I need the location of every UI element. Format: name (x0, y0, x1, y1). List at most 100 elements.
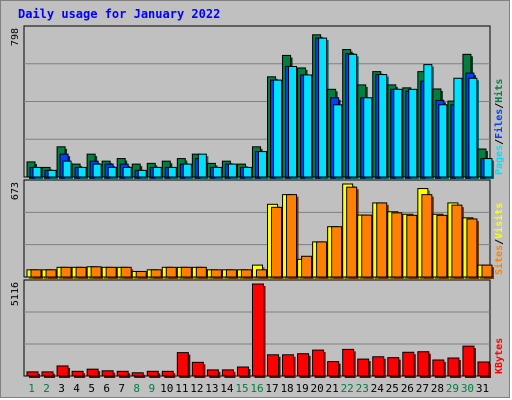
day-label: 14 (220, 382, 234, 395)
bar-pages (483, 158, 493, 178)
day-label: 15 (235, 382, 248, 395)
bar-sites (105, 266, 117, 278)
bar-pages (348, 53, 358, 178)
legend-hits-files-pages: Pages/Files/Hits (493, 79, 505, 175)
bar-pages (152, 166, 162, 178)
bar-sites (406, 214, 418, 278)
bar-kbytes (312, 349, 325, 377)
bar-pages (122, 166, 132, 178)
legend-entry: Visits (493, 203, 505, 239)
day-label: 2 (43, 382, 50, 395)
bar-kbytes (161, 370, 174, 377)
bar-sites (180, 266, 192, 278)
bar-pages (438, 104, 448, 178)
panel-visits-sites: 673 Sites/Visits (10, 179, 505, 279)
bar-pages (242, 166, 252, 178)
bar-kbytes (146, 370, 159, 377)
bar-sites (376, 202, 388, 278)
bar-kbytes (357, 358, 370, 377)
bar-sites (165, 266, 177, 278)
bar-sites (255, 269, 267, 278)
bar-pages (468, 77, 478, 178)
bar-kbytes (387, 357, 400, 377)
bar-pages (273, 79, 283, 178)
day-label: 21 (326, 382, 339, 395)
bar-sites (75, 266, 87, 278)
bar-kbytes (297, 353, 310, 377)
bar-sites (271, 206, 283, 278)
day-label: 19 (295, 382, 308, 395)
bar-kbytes (372, 356, 385, 377)
day-label: 18 (280, 382, 293, 395)
bar-pages (182, 163, 192, 178)
legend-entry: KBytes (494, 338, 505, 374)
bar-sites (346, 186, 358, 278)
bar-sites (436, 214, 448, 278)
day-label: 6 (103, 382, 110, 395)
bar-pages (212, 166, 222, 178)
bar-sites (240, 269, 252, 278)
bar-sites (451, 204, 463, 278)
day-label: 23 (356, 382, 369, 395)
bar-sites (466, 218, 478, 278)
day-label: 5 (88, 382, 95, 395)
bar-pages (92, 163, 102, 178)
day-label: 24 (371, 382, 385, 395)
legend-entry: Files (493, 109, 505, 139)
bar-kbytes (402, 351, 415, 377)
day-label: 27 (416, 382, 429, 395)
bar-kbytes (71, 370, 84, 377)
bar-kbytes (101, 370, 114, 377)
bar-sites (90, 266, 102, 278)
bar-pages (107, 166, 117, 178)
axis-max-label: 798 (10, 28, 21, 46)
legend-entry: / (494, 139, 505, 145)
day-label: 20 (311, 382, 324, 395)
bar-pages (408, 88, 418, 178)
bar-pages (303, 74, 313, 178)
bar-sites (331, 226, 343, 278)
bar-sites (481, 264, 493, 278)
day-label: 9 (148, 382, 155, 395)
legend-kbytes: KBytes (494, 338, 505, 374)
bar-kbytes (41, 371, 54, 377)
day-label: 13 (205, 382, 218, 395)
bar-kbytes (116, 370, 129, 377)
bar-pages (62, 160, 72, 178)
bar-pages (378, 74, 388, 178)
day-label: 17 (265, 382, 278, 395)
day-label: 7 (118, 382, 125, 395)
bar-sites (150, 269, 162, 278)
bar-kbytes (206, 369, 219, 377)
bar-kbytes (432, 359, 445, 377)
bar-sites (30, 269, 42, 278)
bar-sites (120, 266, 132, 278)
day-label: 28 (431, 382, 444, 395)
bar-kbytes (221, 369, 234, 377)
bar-pages (288, 65, 298, 178)
legend-entry: Sites (493, 245, 505, 275)
bar-kbytes (447, 357, 460, 377)
bar-kbytes (267, 354, 280, 377)
bar-kbytes (56, 365, 69, 377)
day-label: 11 (175, 382, 188, 395)
bar-sites (301, 255, 313, 278)
bar-pages (318, 37, 328, 178)
bar-pages (393, 88, 403, 178)
bar-pages (227, 163, 237, 178)
day-label: 31 (476, 382, 489, 395)
legend-entry: / (494, 239, 505, 245)
bar-pages (423, 64, 433, 178)
bar-sites (286, 194, 298, 278)
day-label: 3 (58, 382, 65, 395)
day-label: 1 (28, 382, 35, 395)
bar-sites (45, 269, 57, 278)
bar-pages (167, 166, 177, 178)
bar-kbytes (342, 348, 355, 377)
legend-entry: Pages (494, 145, 505, 175)
bar-sites (210, 269, 222, 278)
bar-sites (225, 269, 237, 278)
bar-kbytes (417, 351, 430, 377)
legend-entry: Hits (493, 79, 505, 103)
